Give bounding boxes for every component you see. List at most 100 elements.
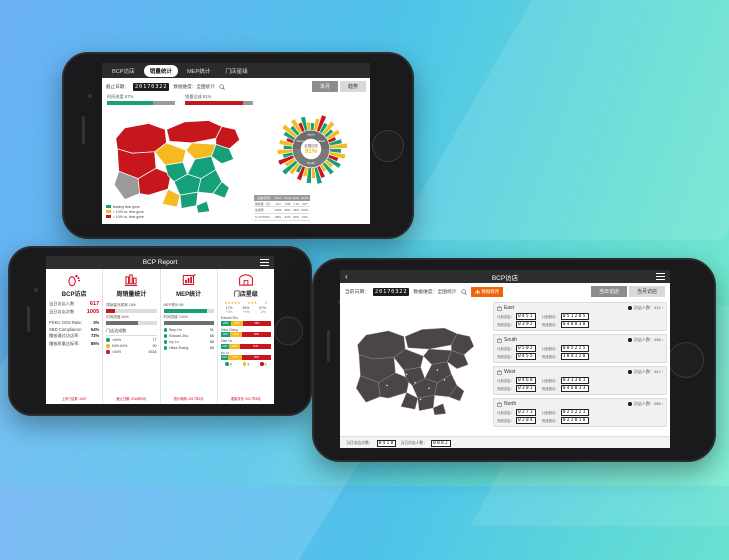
- phone-device-top: BCP访店 销量统计 MEP统计 门店星级 截止日期： 20170322 数据维…: [62, 52, 414, 239]
- line-chart-icon: [164, 272, 214, 288]
- earpiece-speaker: [82, 116, 85, 144]
- star-5: ★★★★★: [224, 301, 241, 305]
- store-small-icon: [497, 337, 502, 343]
- bar-label-mep-score: MEP得分 86: [163, 303, 184, 307]
- star-5-delta: +2%: [225, 310, 233, 314]
- card-title: BCP访店: [61, 292, 87, 298]
- mep-row-3: Ivy Lo 88: [163, 340, 214, 344]
- star-axis: 0 3 5: [221, 362, 271, 367]
- card-mep-stats[interactable]: MEP统计 MEP得分 86 时间进度 100% Step Hu 91 Edwar…: [161, 269, 218, 403]
- tab-bcp-visit[interactable]: BCP访店: [112, 68, 135, 75]
- star-3: ★★★: [247, 301, 258, 305]
- star-1-pct: 57%: [259, 306, 267, 310]
- phone-device-bottom-left: BCP Report BCP访店 当日访店人数 617 当日访店次数 1005 PS…: [8, 246, 312, 416]
- person-bar: Step Hu 16% 23% 61%: [220, 339, 271, 349]
- radial-chart-panel[interactable]: 全国达成 91% West East North South 品类/区域 West…: [252, 107, 370, 222]
- sort-badge[interactable]: 数据排序: [470, 286, 504, 297]
- card-title: MEP统计: [176, 292, 202, 298]
- card-title: 周销量统计: [116, 292, 147, 298]
- report-cards: BCP访店 当日访店人数 617 当日访店次数 1005 PSKU OOS Rate…: [46, 269, 274, 403]
- region-summary-table: 品类/区域 West South East North 销售额（亿） 1.07 0.88 1.…: [254, 194, 310, 221]
- segment-trend[interactable]: 趋势: [339, 81, 366, 92]
- segment-this-month[interactable]: 本月: [311, 81, 338, 92]
- card-bcp-visit[interactable]: BCP访店 当日访店人数 617 当日访店次数 1005 PSKU OOS Rate…: [46, 269, 104, 403]
- date-value[interactable]: 20170322: [373, 287, 410, 296]
- footer-people-label: 当日访店人数：: [400, 441, 428, 445]
- progress-time-bar: [107, 101, 175, 105]
- star-pct-row: 17% 26% 57%: [221, 306, 271, 310]
- home-button[interactable]: [274, 316, 303, 346]
- segment-today-visit[interactable]: 当日访店: [590, 286, 627, 297]
- svg-text:West: West: [297, 139, 304, 143]
- region-row[interactable]: South 访店人数：438 › 计划访店： 0502 计划到访： 085225 完…: [493, 334, 667, 363]
- br-body: East 访店人数：312 › 计划访店： 0451 计划到访： 051205 完成…: [340, 300, 670, 436]
- star-5-pct: 17%: [225, 306, 233, 310]
- region-list[interactable]: East 访店人数：312 › 计划访店： 0451 计划到访： 051205 完成…: [490, 300, 670, 436]
- achieve-row-high: >64% 77: [106, 338, 157, 342]
- star-row: ★★★★★ ★★★ ★: [221, 301, 271, 305]
- china-map-grey[interactable]: [345, 314, 485, 422]
- radial-sunburst-chart[interactable]: 全国达成 91% West East North South: [270, 108, 352, 190]
- region-name: North: [504, 401, 517, 407]
- progress-time: 时间进度 67%: [107, 94, 175, 105]
- legend-item-red: > 10% vs. time gone: [106, 215, 144, 219]
- phone-device-bottom-right: ‹ BCP访店 当前日期： 20170322 数据维度：全国统计 数据排序 当日…: [312, 258, 716, 462]
- card-store-rating[interactable]: 门店星级 ★★★★★ ★★★ ★ 17% 26% 57% +2% +9% -2%: [218, 269, 274, 403]
- date-value[interactable]: 20170322: [132, 82, 170, 91]
- metric-visit-count: 当日访店次数 1005: [49, 308, 100, 315]
- china-map-panel[interactable]: leading time gone < 10% vs. time gone > …: [102, 107, 252, 222]
- bar-completion: [106, 309, 157, 313]
- region-row[interactable]: East 访店人数：312 › 计划访店： 0451 计划到访： 051205 完成…: [493, 302, 667, 331]
- footer-visits-value: 0410: [376, 440, 397, 447]
- search-icon[interactable]: [219, 83, 225, 90]
- tab-sales-stats[interactable]: 销量统计: [143, 64, 179, 77]
- star-delta-row: +2% +9% -2%: [221, 310, 271, 314]
- hamburger-icon[interactable]: [260, 259, 269, 266]
- kpi-audit-quality: 稽核质量达标率: 85%: [49, 340, 100, 346]
- china-map-grey-panel[interactable]: [340, 300, 490, 436]
- bar-mep-score: [163, 309, 214, 313]
- home-button[interactable]: [668, 342, 704, 378]
- radial-center-value: 91%: [305, 148, 318, 155]
- tab-store-rating[interactable]: 门店星级: [225, 68, 248, 75]
- card-weekly-sales[interactable]: 周销量统计 周销量完成率 18% 时间进度 64% 门店达成数 >64% 77 5…: [103, 269, 161, 403]
- chevron-left-icon[interactable]: ‹: [345, 271, 348, 281]
- progress-time-label: 时间进度 67%: [107, 94, 134, 99]
- screen-top: BCP访店 销量统计 MEP统计 门店星级 截止日期： 20170322 数据维…: [102, 63, 370, 224]
- kpi-psku-oos: PSKU OOS Rate: 3%: [49, 320, 100, 325]
- region-row[interactable]: West 访店人数：347 › 计划访店： 0468 计划到访： 031361 完成…: [493, 366, 667, 395]
- china-map-choropleth[interactable]: [102, 107, 252, 219]
- kpi-sbd-compliance: SBD Compliance: 54%: [49, 326, 100, 332]
- svg-text:South: South: [307, 161, 315, 165]
- progress-sales-label: 销量达成 91%: [185, 94, 212, 99]
- kpi-audit-pass: 稽核通过访店率: 72%: [49, 333, 100, 338]
- store-small-icon: [497, 305, 502, 311]
- table-row: 达成率 101% 89% 96% 102%: [254, 206, 310, 214]
- region-row[interactable]: North 访店人数：258 › 计划访店： 0273 计划到访： 025221 完…: [493, 398, 667, 427]
- card-title: 门店星级: [233, 292, 258, 298]
- front-camera: [88, 94, 92, 98]
- tab-mep-stats[interactable]: MEP统计: [187, 68, 211, 75]
- progress-sales-bar: [185, 101, 253, 105]
- legend-item-green: leading time gone: [106, 205, 144, 209]
- home-button[interactable]: [372, 129, 404, 162]
- achieve-row-mid: 54%-64% 90: [106, 344, 157, 348]
- bar-label-time: 时间进度 64%: [106, 315, 129, 319]
- card-footer: 更新月份: 2017年8月: [230, 397, 261, 401]
- star-3-pct: 26%: [242, 306, 250, 310]
- hamburger-icon[interactable]: [656, 273, 665, 280]
- bar-label-time: 时间进度 100%: [163, 315, 189, 319]
- metric-visit-people: 当日访店人数 617: [49, 301, 100, 307]
- top-content: leading time gone < 10% vs. time gone > …: [102, 107, 370, 222]
- segment-month-visit[interactable]: 当月访店: [628, 286, 665, 297]
- map-legend: leading time gone < 10% vs. time gone > …: [106, 204, 144, 219]
- date-label: 截止日期：: [106, 83, 129, 89]
- footer-visits-label: 当日访店次数：: [346, 441, 373, 445]
- card-footer: 统计周期: 2017年2月: [173, 397, 204, 401]
- earpiece-speaker: [27, 306, 30, 332]
- footprint-icon: [49, 272, 99, 288]
- bar-label-completion: 周销量完成率 18%: [106, 303, 137, 307]
- footer-people-value: 0082: [431, 440, 451, 447]
- search-icon[interactable]: [461, 288, 467, 295]
- table-row: % Of PSKU 98% 91% 93% 97%: [254, 213, 310, 221]
